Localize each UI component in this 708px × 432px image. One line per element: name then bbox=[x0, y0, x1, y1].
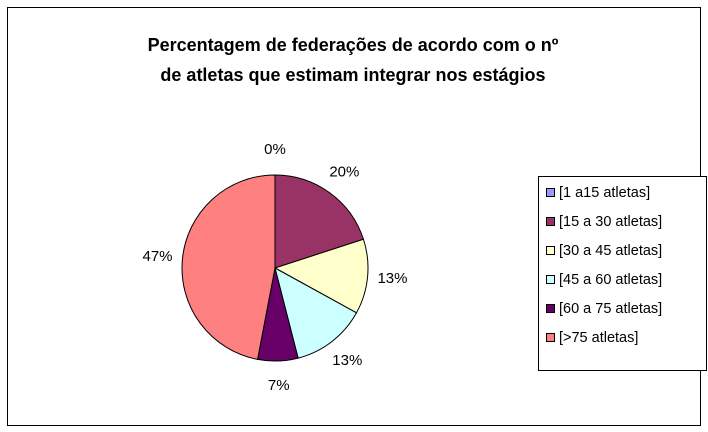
data-label: 47% bbox=[143, 248, 173, 265]
data-label: 7% bbox=[268, 377, 290, 394]
legend-label: [60 a 75 atletas] bbox=[559, 301, 662, 317]
legend-swatch bbox=[546, 275, 555, 284]
pie-slice bbox=[274, 267, 358, 359]
legend-label: [>75 atletas] bbox=[559, 330, 638, 346]
data-label: 0% bbox=[264, 141, 286, 158]
pie-slice bbox=[181, 174, 276, 360]
legend-label: [1 a15 atletas] bbox=[559, 185, 650, 201]
chart-title: de atletas que estimam integrar nos está… bbox=[160, 65, 545, 85]
pie-slice bbox=[273, 238, 369, 314]
legend-swatch bbox=[546, 217, 555, 226]
legend-label: [30 a 45 atletas] bbox=[559, 243, 662, 259]
legend-label: [45 a 60 atletas] bbox=[559, 272, 662, 288]
legend-swatch bbox=[546, 304, 555, 313]
chart-title: Percentagem de federações de acordo com … bbox=[148, 35, 559, 55]
legend-swatch bbox=[546, 188, 555, 197]
data-label: 13% bbox=[332, 352, 362, 369]
legend-swatch bbox=[546, 333, 555, 342]
data-label: 13% bbox=[377, 270, 407, 287]
legend-swatch bbox=[546, 246, 555, 255]
pie-slice bbox=[274, 174, 365, 269]
legend bbox=[538, 176, 707, 371]
legend-label: [15 a 30 atletas] bbox=[559, 214, 662, 230]
data-label: 20% bbox=[329, 164, 359, 181]
